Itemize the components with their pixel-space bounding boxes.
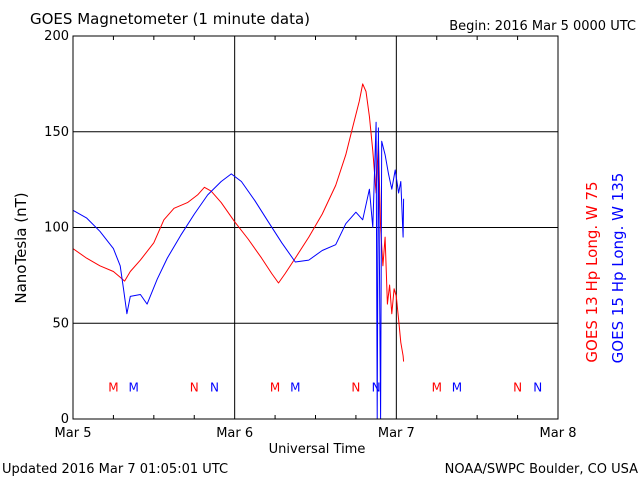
mn-marker: M — [108, 380, 118, 394]
y-tick-label: 0 — [61, 412, 69, 427]
y-tick-label: 200 — [44, 29, 69, 44]
credit-label: NOAA/SWPC Boulder, CO USA — [445, 462, 638, 477]
grid-lines — [73, 36, 558, 419]
legend-goes15: GOES 15 Hp Long. W 135 — [609, 173, 627, 364]
y-tick-label: 50 — [52, 316, 69, 331]
plot-frame — [72, 35, 559, 420]
x-axis-label: Universal Time — [269, 442, 366, 457]
axes: 0 50 100 150 200 Mar 5 Mar 6 Mar 7 Mar 8 — [44, 29, 576, 441]
mn-marker: N — [533, 380, 542, 394]
begin-label: Begin: 2016 Mar 5 0000 UTC — [449, 19, 636, 34]
mn-marker: N — [513, 380, 522, 394]
x-tick-label: Mar 7 — [378, 426, 415, 441]
mn-marker: M — [270, 380, 280, 394]
y-axis-label: NanoTesla (nT) — [12, 192, 30, 303]
x-tick-label: Mar 6 — [216, 426, 253, 441]
series-line-1 — [72, 121, 405, 420]
mn-marker: N — [190, 380, 199, 394]
series-line-0 — [72, 83, 405, 362]
x-tick-label: Mar 5 — [55, 426, 92, 441]
mn-marker: N — [351, 380, 360, 394]
y-tick-label: 150 — [44, 125, 69, 140]
mn-marker: N — [372, 380, 381, 394]
mn-marker: M — [432, 380, 442, 394]
mn-marker: M — [290, 380, 300, 394]
mn-marker: N — [210, 380, 219, 394]
x-tick-label: Mar 8 — [540, 426, 577, 441]
mn-marker: M — [452, 380, 462, 394]
chart-title: GOES Magnetometer (1 minute data) — [30, 10, 310, 28]
series-layer — [72, 83, 405, 420]
legend-goes13: GOES 13 Hp Long. W 75 — [583, 181, 601, 362]
mn-marker: M — [128, 380, 138, 394]
updated-label: Updated 2016 Mar 7 01:05:01 UTC — [2, 462, 228, 477]
y-tick-label: 100 — [44, 221, 69, 236]
